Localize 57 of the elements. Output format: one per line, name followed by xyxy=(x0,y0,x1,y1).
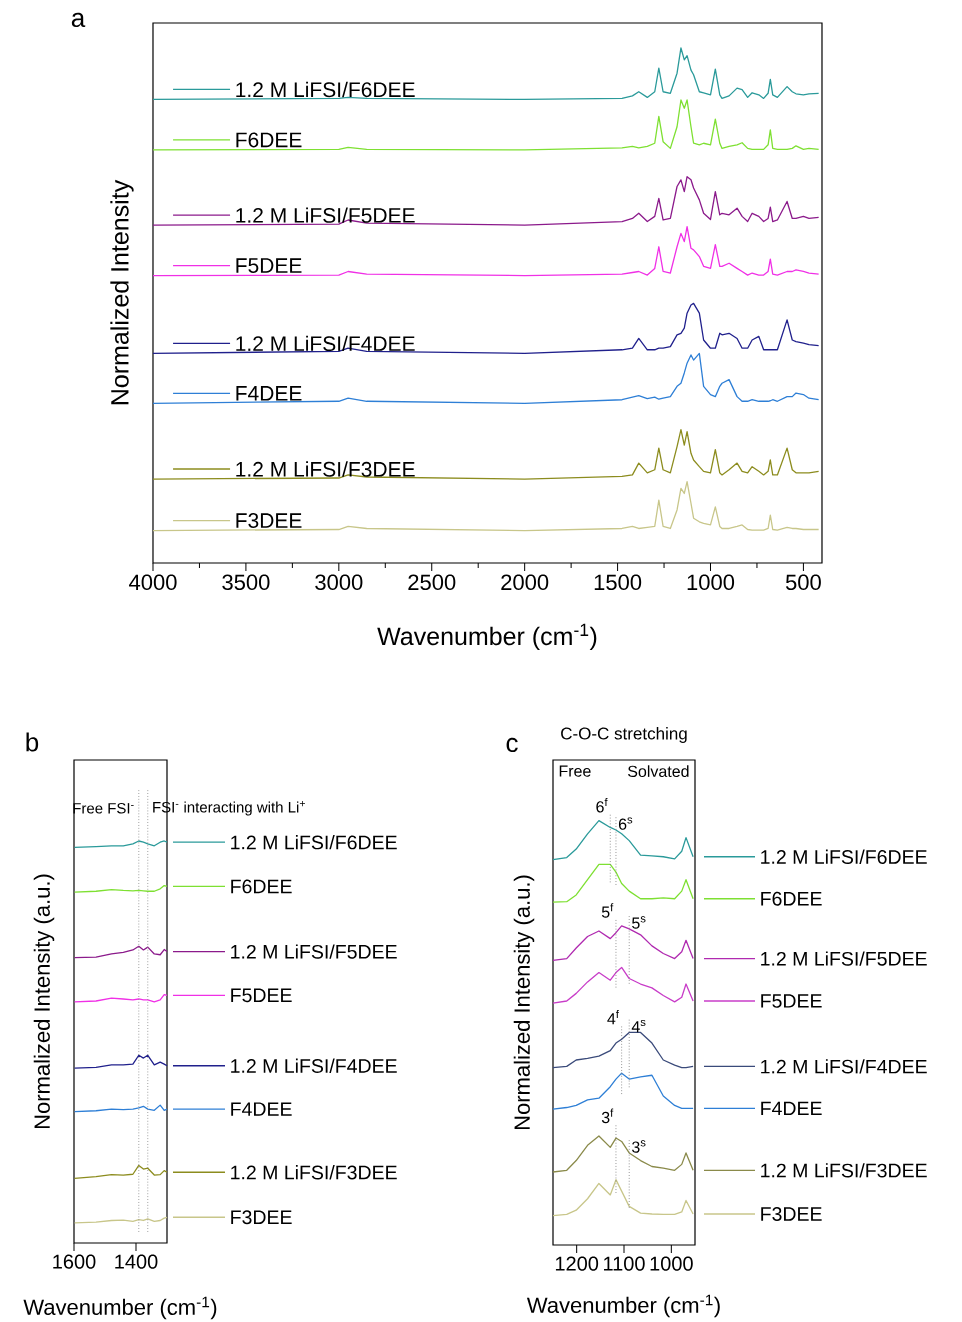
x-tick-label: 1500 xyxy=(594,574,642,591)
legend-label: 1.2 M LiFSI/F4DEE xyxy=(761,1059,927,1074)
legend-label: F5DEE xyxy=(231,988,292,1003)
x-tick-label: 1600 xyxy=(53,1254,96,1269)
x-tick-label: 3500 xyxy=(222,574,270,591)
legend-label: F6DEE xyxy=(231,879,292,894)
x-tick-label: 500 xyxy=(785,574,821,591)
x-axis-title: Wavenumber (cm$^{-1}$) xyxy=(377,623,597,651)
legend-label: F3DEE xyxy=(231,1210,292,1225)
annotation: 6$^{f}$ xyxy=(596,798,608,813)
legend-label: F4DEE xyxy=(231,1102,292,1116)
legend-label: 1.2 M LiFSI/F5DEE xyxy=(236,207,415,223)
x-tick-label: 1400 xyxy=(115,1254,158,1269)
legend-label: 1.2 M LiFSI/F5DEE xyxy=(761,951,927,966)
legend-label: F4DEE xyxy=(761,1101,822,1116)
x-axis-title: Wavenumber (cm$^{-1}$) xyxy=(23,1296,217,1320)
annotation: 5$^{f}$ xyxy=(601,903,614,918)
legend-label: 1.2 M LiFSI/F6DEE xyxy=(761,849,927,864)
annotation: 3$^{f}$ xyxy=(601,1108,614,1124)
legend-label: 1.2 M LiFSI/F4DEE xyxy=(236,335,415,352)
x-tick-label: 3000 xyxy=(315,574,363,591)
y-axis-title: Normalized Intensity (a.u.) xyxy=(513,875,535,1130)
x-tick-label: 1200 xyxy=(555,1256,599,1271)
annotation: 6$^{s}$ xyxy=(618,817,633,830)
chart-title: b xyxy=(26,732,39,752)
legend-label: 1.2 M LiFSI/F4DEE xyxy=(231,1058,397,1073)
legend-label: 1.2 M LiFSI/F3DEE xyxy=(761,1163,927,1178)
legend-label: F3DEE xyxy=(761,1207,822,1221)
chart-title: a xyxy=(71,12,86,28)
text: Free xyxy=(559,765,591,777)
y-axis-title: Normalized Intensity (a.u.) xyxy=(33,874,55,1129)
annotation: 3$^{s}$ xyxy=(632,1140,646,1153)
x-tick-label: 4000 xyxy=(129,574,177,591)
chart-subtitle: C-O-C stretching xyxy=(561,727,687,743)
y-axis-title: Normalized Intensity xyxy=(110,179,134,405)
legend-label: F5DEE xyxy=(761,994,822,1008)
x-tick-label: 1000 xyxy=(650,1256,693,1271)
x-tick-label: 1100 xyxy=(604,1256,645,1271)
legend-label: 1.2 M LiFSI/F6DEE xyxy=(236,81,415,98)
annotation: 4$^{f}$ xyxy=(607,1009,619,1025)
chart-title: c xyxy=(506,737,518,753)
legend-label: 1.2 M LiFSI/F5DEE xyxy=(231,944,397,959)
x-axis-title: Wavenumber (cm$^{-1}$) xyxy=(526,1294,720,1318)
text: Solvated xyxy=(628,765,689,778)
x-tick-label: 1000 xyxy=(687,574,735,591)
legend-label: F6DEE xyxy=(236,132,302,148)
legend-label: 1.2 M LiFSI/F6DEE xyxy=(231,835,397,850)
legend-label: F6DEE xyxy=(761,891,822,906)
x-tick-label: 2500 xyxy=(408,574,456,591)
legend-label: F3DEE xyxy=(236,513,302,528)
annotation: 4$^{s}$ xyxy=(631,1019,646,1033)
legend-label: 1.2 M LiFSI/F3DEE xyxy=(231,1165,397,1180)
legend-label: F5DEE xyxy=(236,258,302,273)
annotation: 5$^{s}$ xyxy=(632,916,646,929)
legend-label: F4DEE xyxy=(236,386,302,401)
x-tick-label: 2000 xyxy=(501,574,549,591)
legend-label: 1.2 M LiFSI/F3DEE xyxy=(236,461,415,477)
